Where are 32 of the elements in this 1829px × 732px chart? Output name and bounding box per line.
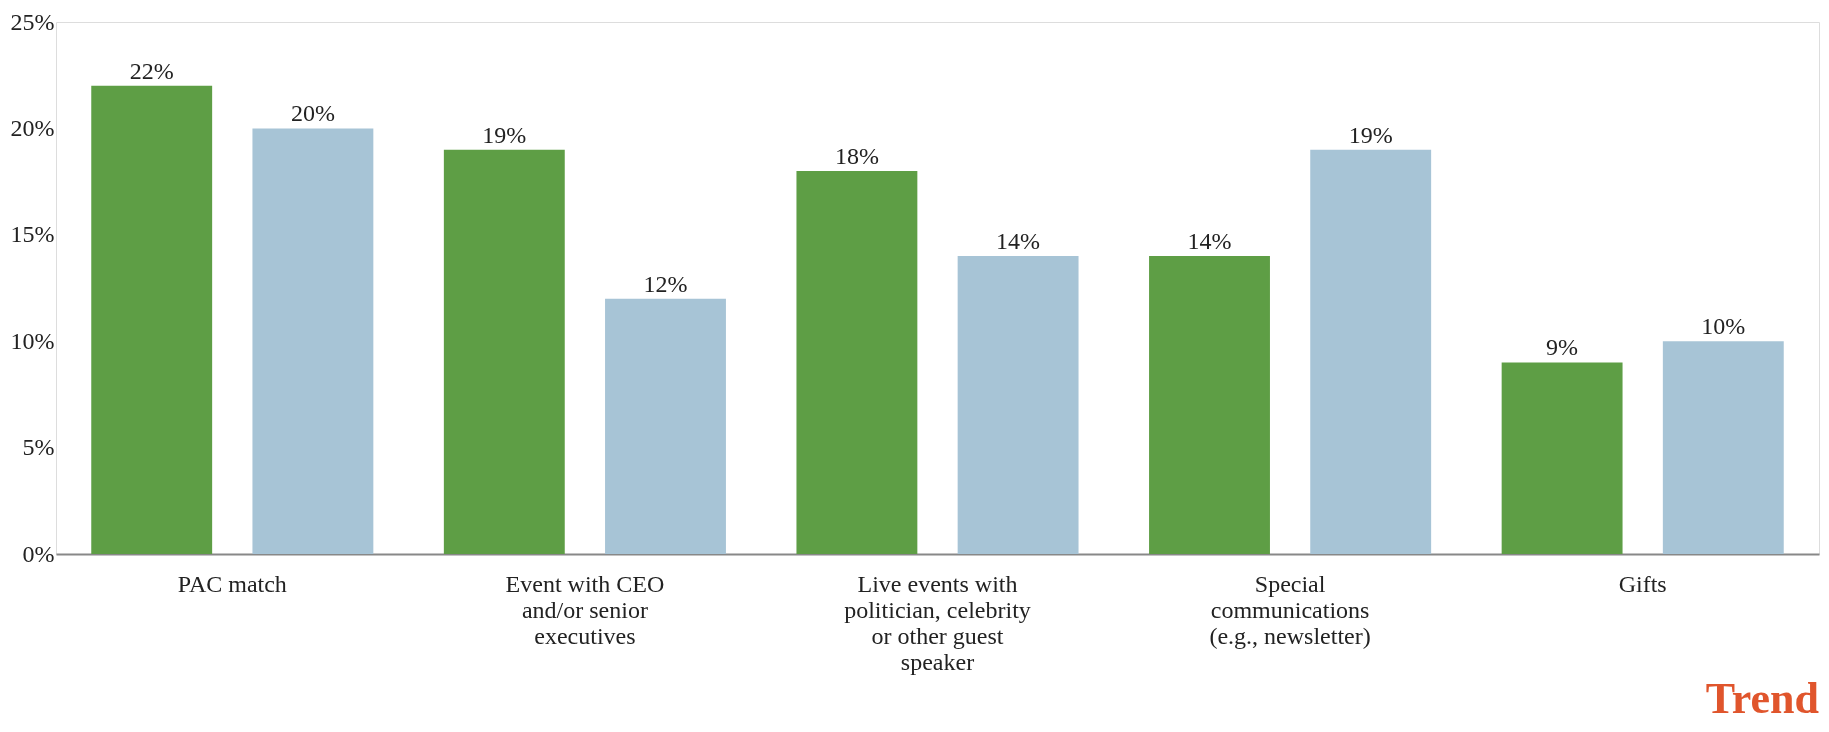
bar	[443, 149, 565, 554]
data-label: 19%	[1348, 121, 1393, 148]
bar	[1149, 256, 1270, 554]
bar	[1501, 362, 1623, 554]
x-tick-label: Special communications (e.g., newsletter)	[1209, 570, 1371, 649]
y-tick-label: 5%	[22, 434, 55, 461]
y-tick-label: 0%	[22, 540, 55, 567]
data-label: 14%	[996, 228, 1041, 255]
x-tick-label: PAC match	[177, 570, 287, 597]
x-tick-label: Event with CEO and/or senior executives	[505, 570, 665, 649]
text: Trend	[1705, 674, 1819, 723]
data-label: 18%	[834, 142, 879, 169]
x-tick-label: Live events with politician, celebrity or other guest speaker	[844, 570, 1031, 675]
x-tick-label: Gifts	[1618, 570, 1667, 597]
bar	[252, 128, 374, 554]
data-label: 19%	[482, 121, 527, 148]
data-label: 20%	[290, 100, 335, 127]
bar	[1662, 341, 1784, 554]
data-label: 22%	[129, 57, 174, 84]
y-tick-label: 10%	[10, 327, 55, 354]
data-label: 9%	[1546, 334, 1579, 361]
bar	[605, 298, 726, 554]
y-tick-label: 25%	[10, 8, 55, 35]
bar	[796, 170, 918, 554]
bar	[1310, 149, 1432, 554]
y-tick-label: 20%	[10, 114, 55, 141]
bar	[91, 85, 213, 554]
bar	[957, 256, 1079, 554]
data-label: 12%	[643, 270, 688, 297]
data-label: 14%	[1187, 228, 1232, 255]
data-label: 10%	[1701, 313, 1746, 340]
y-tick-label: 15%	[10, 221, 55, 248]
